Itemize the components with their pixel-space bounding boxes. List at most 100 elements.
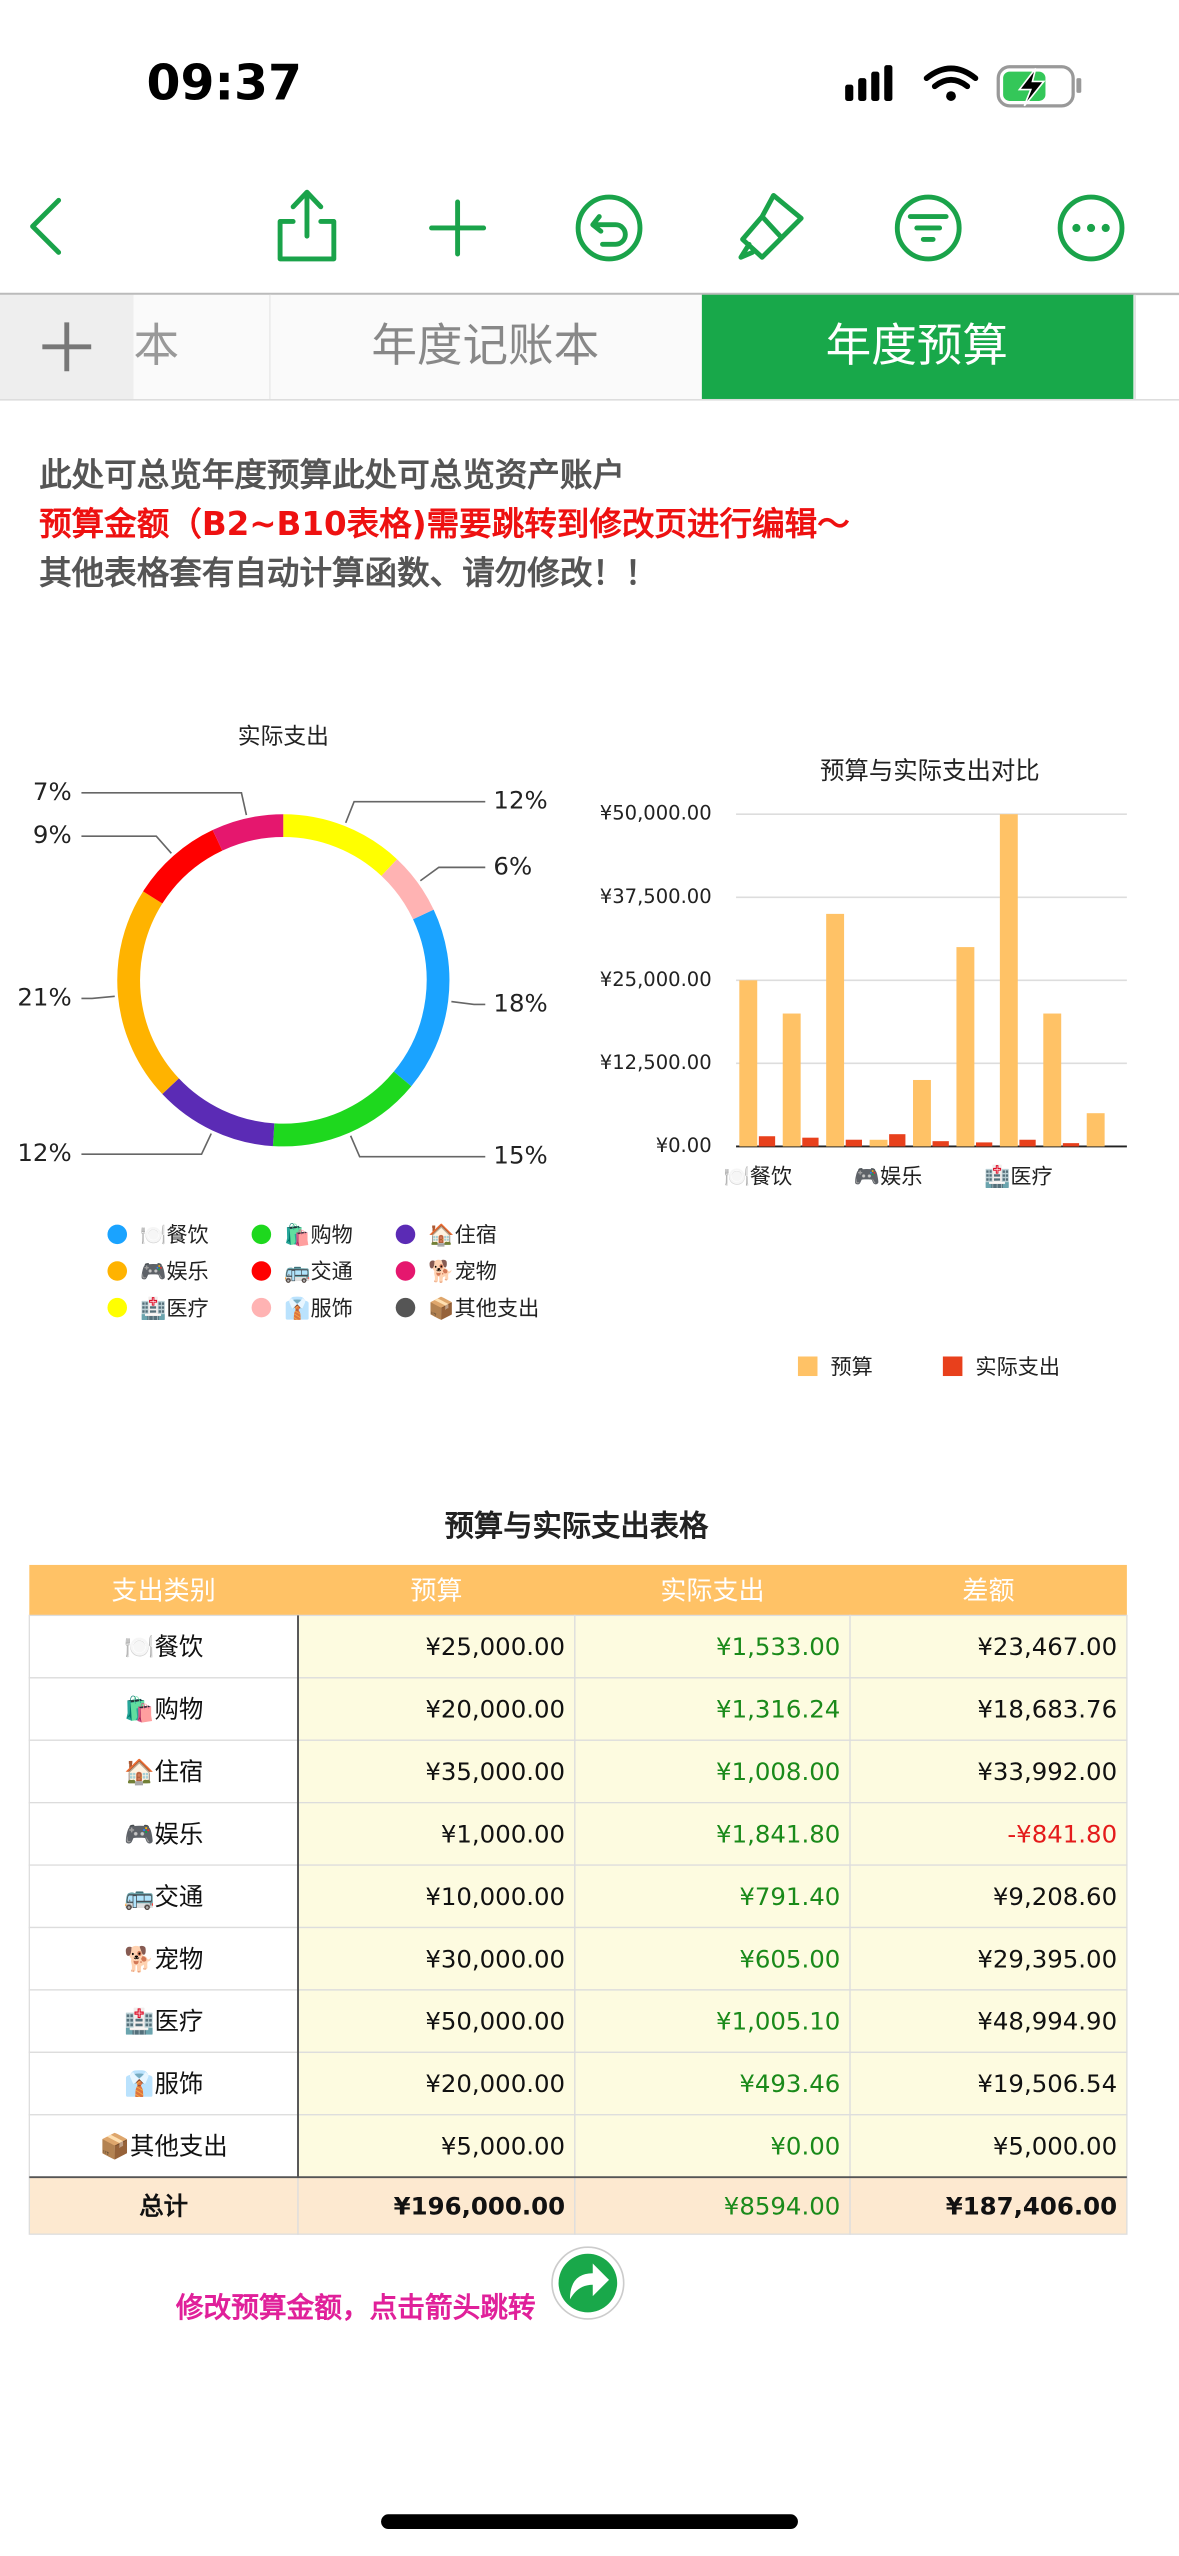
- donut-segment: [143, 830, 223, 904]
- note: 其他表格套有自动计算函数、请勿修改！！: [39, 554, 657, 592]
- tab[interactable]: 年度记账本: [371, 319, 599, 372]
- table-title: 预算与实际支出表格: [445, 1509, 709, 1543]
- legend-label: 🐕宠物: [428, 1259, 497, 1284]
- add-button[interactable]: [429, 199, 487, 257]
- tab-active[interactable]: 年度预算: [826, 319, 1008, 372]
- leader-line: [81, 1133, 212, 1156]
- table-cell: [28, 1989, 299, 2053]
- table-cell: [297, 1864, 576, 1929]
- leader-line: [344, 800, 486, 824]
- table-cell: [849, 1802, 1128, 1866]
- back-button[interactable]: [30, 197, 62, 255]
- legend-swatch: [251, 1224, 272, 1245]
- legend-label: 📦其他支出: [428, 1295, 539, 1320]
- more-button[interactable]: [1057, 194, 1125, 262]
- status-time: 09:37: [147, 54, 302, 111]
- bar: [869, 1139, 888, 1147]
- table-cell-text: 🛍️购物: [124, 1695, 203, 1724]
- table-cell: [28, 1614, 299, 1679]
- data-label: 6%: [493, 851, 532, 880]
- legend-swatch: [251, 1261, 272, 1281]
- table-cell-text: ¥5,000.00: [441, 2132, 565, 2161]
- leader-line: [81, 995, 115, 1000]
- table-cell: [574, 1802, 851, 1866]
- legend-swatch: [251, 1297, 272, 1318]
- bar: [826, 913, 845, 1147]
- legend-swatch: [942, 1356, 963, 1377]
- table-cell-text: ¥9,208.60: [993, 1882, 1117, 1911]
- bar: [956, 947, 975, 1147]
- table-cell: [574, 2051, 851, 2116]
- table-header: [29, 1564, 1127, 1616]
- table-cell: [849, 2051, 1128, 2116]
- legend-swatch: [107, 1224, 128, 1245]
- leader-line: [81, 835, 172, 854]
- table-cell-text: ¥493.46: [739, 2069, 840, 2098]
- table-cell: [849, 1864, 1128, 1929]
- tab[interactable]: 本: [134, 319, 180, 372]
- table-cell-text: ¥50,000.00: [425, 2007, 565, 2036]
- bar: [1019, 1139, 1036, 1147]
- format-button[interactable]: [738, 192, 804, 260]
- header-cell: 差额: [962, 1576, 1014, 1606]
- legend-swatch: [107, 1297, 128, 1318]
- table-cell-text: ¥1,005.10: [716, 2007, 840, 2036]
- data-label: 12%: [493, 786, 547, 815]
- table-cell: [849, 1926, 1128, 1991]
- bar: [758, 1136, 776, 1147]
- table-cell-text: 📦其他支出: [100, 2132, 228, 2161]
- table-cell: [28, 1739, 299, 1804]
- legend-label: 👔服饰: [284, 1295, 353, 1320]
- footer-note: 修改预算金额，点击箭头跳转: [175, 2291, 536, 2324]
- header-cell: 支出类别: [112, 1576, 216, 1606]
- table-cell-text: ¥196,000.00: [394, 2191, 565, 2220]
- filter-button[interactable]: [894, 194, 962, 262]
- table-cell-text: ¥1,008.00: [716, 1757, 840, 1786]
- legend-label: 实际支出: [975, 1354, 1060, 1379]
- table-cell: [297, 1739, 576, 1804]
- x-tick-label: 🍽️餐饮: [723, 1163, 792, 1188]
- table-cell: [849, 1989, 1128, 2053]
- table-cell-text: ¥20,000.00: [425, 1695, 565, 1724]
- y-tick-label: ¥0.00: [656, 1134, 712, 1157]
- tab-bar: 本 年度记账本 年度预算: [0, 292, 1179, 401]
- table-cell: [28, 1926, 299, 1991]
- table-cell-text: ¥0.00: [770, 2132, 840, 2161]
- table-cell: [297, 2176, 576, 2235]
- table-cell-text: ¥5,000.00: [993, 2132, 1117, 2161]
- data-label: 12%: [17, 1138, 71, 1167]
- legend-swatch: [395, 1261, 416, 1281]
- undo-button[interactable]: [575, 194, 643, 262]
- legend-label: 预算: [831, 1354, 873, 1379]
- bar: [913, 1079, 931, 1147]
- table-cell-text: ¥187,406.00: [946, 2191, 1117, 2220]
- legend-label: 🍽️餐饮: [140, 1222, 209, 1247]
- jump-arrow-button[interactable]: [551, 2246, 625, 2320]
- y-tick-label: ¥25,000.00: [600, 968, 712, 991]
- donut-segment: [117, 891, 180, 1095]
- share-button[interactable]: [277, 189, 337, 262]
- table-cell-text: 🏠住宿: [124, 1757, 203, 1786]
- bar: [739, 980, 758, 1147]
- table-cell: [574, 1677, 851, 1741]
- header-cell: 预算: [410, 1576, 462, 1606]
- table-cell-text: ¥18,683.76: [977, 1695, 1117, 1724]
- table-cell: [849, 1739, 1128, 1804]
- x-tick-label: 🎮娱乐: [854, 1163, 923, 1188]
- table-cell: [574, 2114, 851, 2178]
- table-cell: [574, 1614, 851, 1679]
- table-cell-text: ¥33,992.00: [977, 1757, 1117, 1786]
- y-tick-label: ¥12,500.00: [600, 1051, 712, 1074]
- donut-segment: [162, 1078, 275, 1147]
- status-icons: [845, 65, 1082, 108]
- table-cell-text: ¥19,506.54: [977, 2069, 1117, 2098]
- table-cell: [28, 2114, 299, 2178]
- table-cell: [297, 1614, 576, 1679]
- legend-label: 🎮娱乐: [140, 1259, 209, 1284]
- table-cell-text: ¥1,533.00: [716, 1632, 840, 1661]
- legend-swatch: [107, 1261, 128, 1281]
- table-cell: [574, 1739, 851, 1804]
- leader-line: [419, 866, 486, 882]
- x-tick-label: 🏥医疗: [984, 1163, 1053, 1188]
